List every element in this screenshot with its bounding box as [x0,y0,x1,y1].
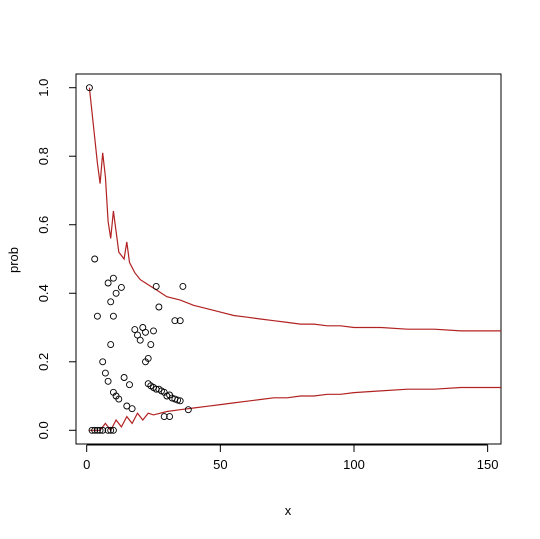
data-point [109,274,117,282]
x-axis-label: x [285,503,292,518]
y-tick-label: 0.6 [36,216,51,234]
data-point [88,426,96,434]
data-point [171,317,179,325]
data-point [91,426,99,434]
data-point [104,426,112,434]
data-point [99,358,107,366]
data-point [123,402,131,410]
data-point [160,413,168,421]
data-point [96,426,104,434]
y-tick-label: 0.8 [36,147,51,165]
y-axis: 0.0 0.2 0.4 0.6 0.8 1.0 [36,79,77,439]
data-point [117,283,125,291]
data-point [126,381,133,389]
data-points [85,84,192,434]
data-point [131,326,139,334]
data-point [104,377,112,385]
lower-band-line [89,386,501,432]
data-point [147,341,155,349]
data-point [107,426,115,434]
data-point [107,341,115,349]
upper-band [88,87,501,332]
y-tick-label: 1.0 [36,79,51,97]
lower-band [89,386,501,432]
data-point [91,255,99,263]
y-tick-label: 0.0 [36,421,51,439]
upper-band-line [88,87,501,332]
data-point [179,282,187,290]
data-point [184,406,192,414]
data-point [112,289,120,297]
data-point [128,405,136,413]
data-point [136,336,144,344]
data-point [93,312,101,320]
data-point [144,354,152,362]
data-point [166,413,174,421]
y-tick-label: 0.2 [36,353,51,371]
data-point [99,426,107,434]
data-point [85,84,93,92]
data-point [176,317,184,325]
data-point [115,395,123,403]
data-point [109,312,117,320]
data-point [152,282,160,290]
data-point [104,279,112,287]
x-tick-label: 50 [213,457,227,472]
x-tick-label: 150 [477,457,499,472]
data-point [150,327,157,335]
x-axis: 0 50 100 150 [83,444,499,472]
data-point [109,426,117,434]
data-point [120,374,128,381]
data-point [176,397,184,405]
x-tick-label: 0 [83,457,90,472]
data-point [101,369,109,377]
x-tick-label: 100 [343,457,365,472]
y-tick-label: 0.4 [36,284,51,302]
data-point [155,303,163,311]
data-point [107,298,115,306]
data-point [142,328,149,336]
data-point [174,396,182,404]
data-point [93,426,101,434]
y-axis-label: prob [6,247,21,273]
